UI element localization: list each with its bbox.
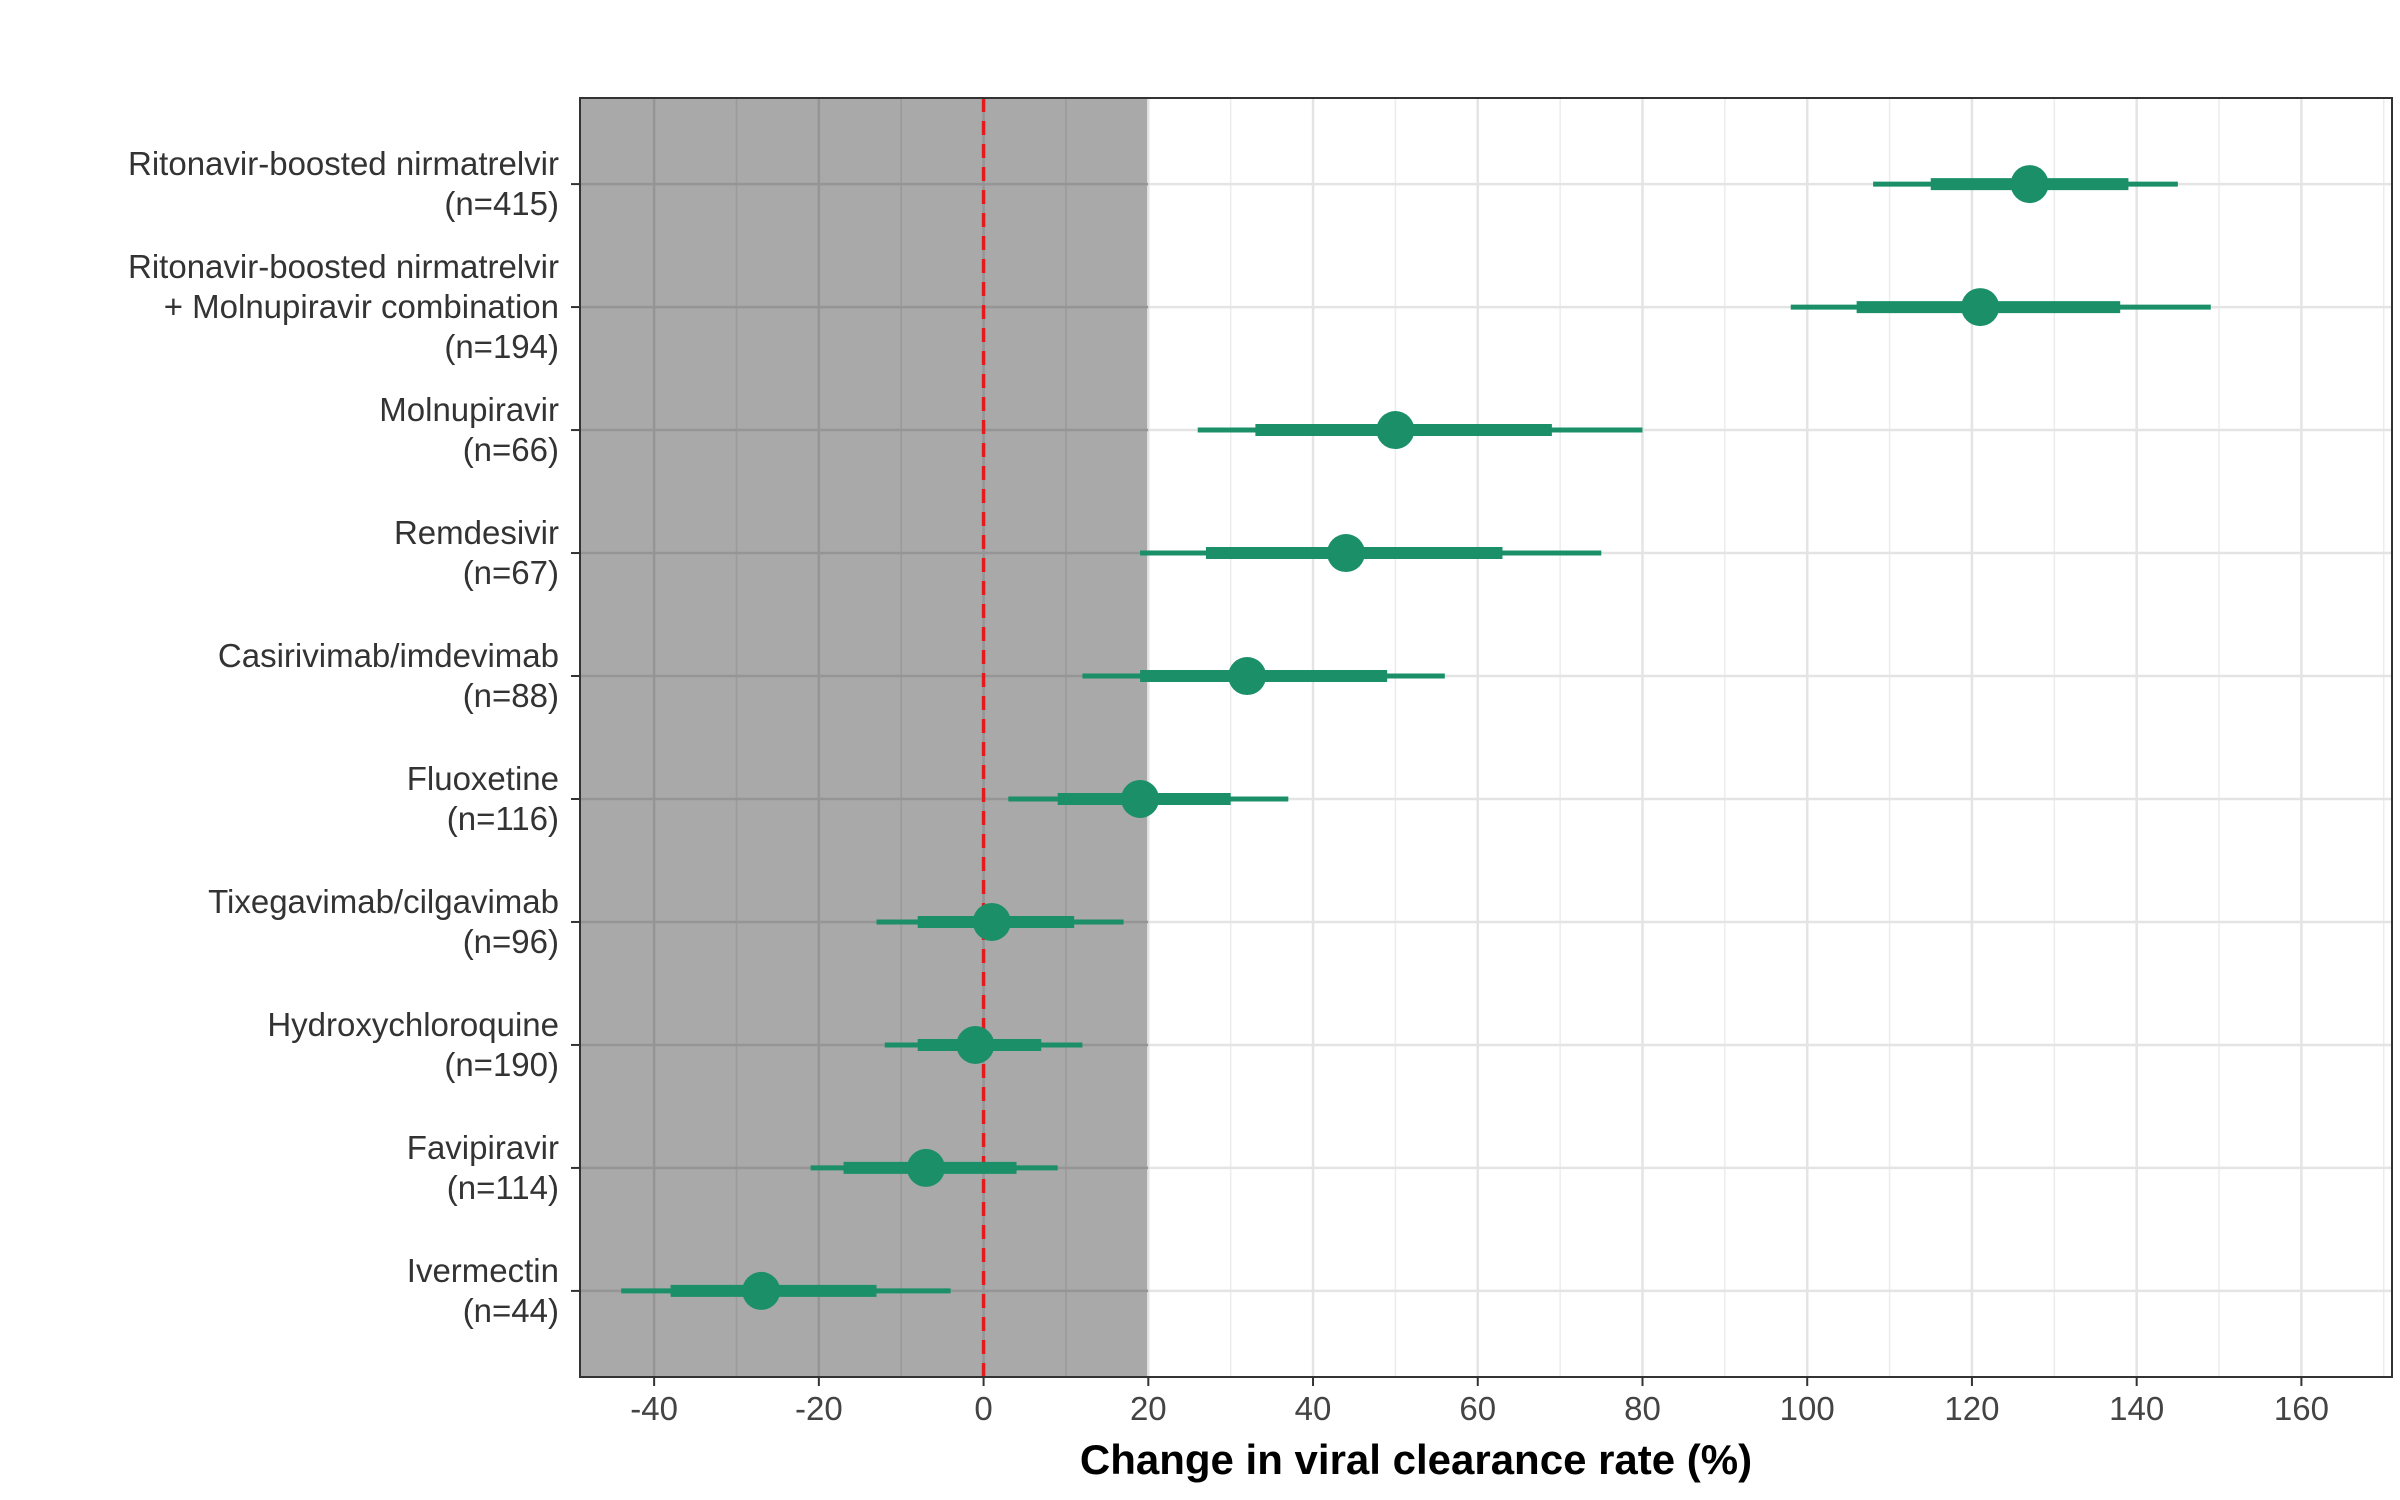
category-labels: Ritonavir-boosted nirmatrelvir(n=415)Rit… — [128, 145, 559, 1329]
point-estimate — [906, 1148, 945, 1187]
category-label: (n=66) — [463, 431, 559, 468]
point-estimate — [742, 1271, 781, 1310]
point-estimate — [972, 902, 1011, 941]
point-estimate — [2010, 165, 2049, 204]
category-label: Fluoxetine — [407, 760, 559, 797]
category-label: (n=67) — [463, 554, 559, 591]
category-label: Hydroxychloroquine — [267, 1006, 559, 1043]
category-label: Casirivimab/imdevimab — [218, 637, 559, 674]
point-estimate — [1121, 779, 1160, 818]
category-label: + Molnupiravir combination — [164, 288, 559, 325]
x-tick-label: -20 — [795, 1390, 843, 1427]
category-label: (n=96) — [463, 923, 559, 960]
category-label: Ritonavir-boosted nirmatrelvir — [128, 248, 559, 285]
category-label: (n=190) — [444, 1046, 559, 1083]
x-tick-label: 140 — [2109, 1390, 2164, 1427]
category-label: Tixegavimab/cilgavimab — [208, 883, 559, 920]
point-estimate — [1228, 657, 1267, 696]
x-axis-title: Change in viral clearance rate (%) — [1080, 1436, 1752, 1483]
category-label: (n=194) — [444, 328, 559, 365]
x-tick-label: 40 — [1295, 1390, 1332, 1427]
category-label: (n=415) — [444, 185, 559, 222]
point-estimate — [956, 1025, 995, 1064]
estimate-marks-layer — [621, 165, 2211, 1310]
x-tick-label: 80 — [1624, 1390, 1661, 1427]
point-estimate — [1326, 534, 1365, 573]
category-label: Molnupiravir — [379, 391, 559, 428]
x-tick-label: 20 — [1130, 1390, 1167, 1427]
x-tick-label: 120 — [1944, 1390, 1999, 1427]
plot-panel-border — [579, 97, 2393, 1378]
axis-layer: -40 -20 0 20 40 60 80 100 120 140 160 — [571, 183, 2329, 1427]
x-tick-label: 100 — [1780, 1390, 1835, 1427]
category-label: (n=114) — [447, 1169, 559, 1206]
category-label: Ritonavir-boosted nirmatrelvir — [128, 145, 559, 182]
category-label: Favipiravir — [407, 1129, 559, 1166]
category-label: Remdesivir — [394, 514, 559, 551]
shaded-region-layer — [580, 98, 1149, 1377]
category-label: (n=44) — [463, 1292, 559, 1329]
shaded-region — [580, 98, 1149, 1377]
x-tick-label: 60 — [1459, 1390, 1496, 1427]
x-tick-label: 160 — [2274, 1390, 2329, 1427]
x-tick-label: 0 — [974, 1390, 992, 1427]
x-tick-label: -40 — [630, 1390, 678, 1427]
point-estimate — [1376, 411, 1415, 450]
category-label: Ivermectin — [407, 1252, 559, 1289]
category-label: (n=116) — [447, 800, 559, 837]
point-estimate — [1961, 288, 2000, 327]
category-label: (n=88) — [463, 677, 559, 714]
